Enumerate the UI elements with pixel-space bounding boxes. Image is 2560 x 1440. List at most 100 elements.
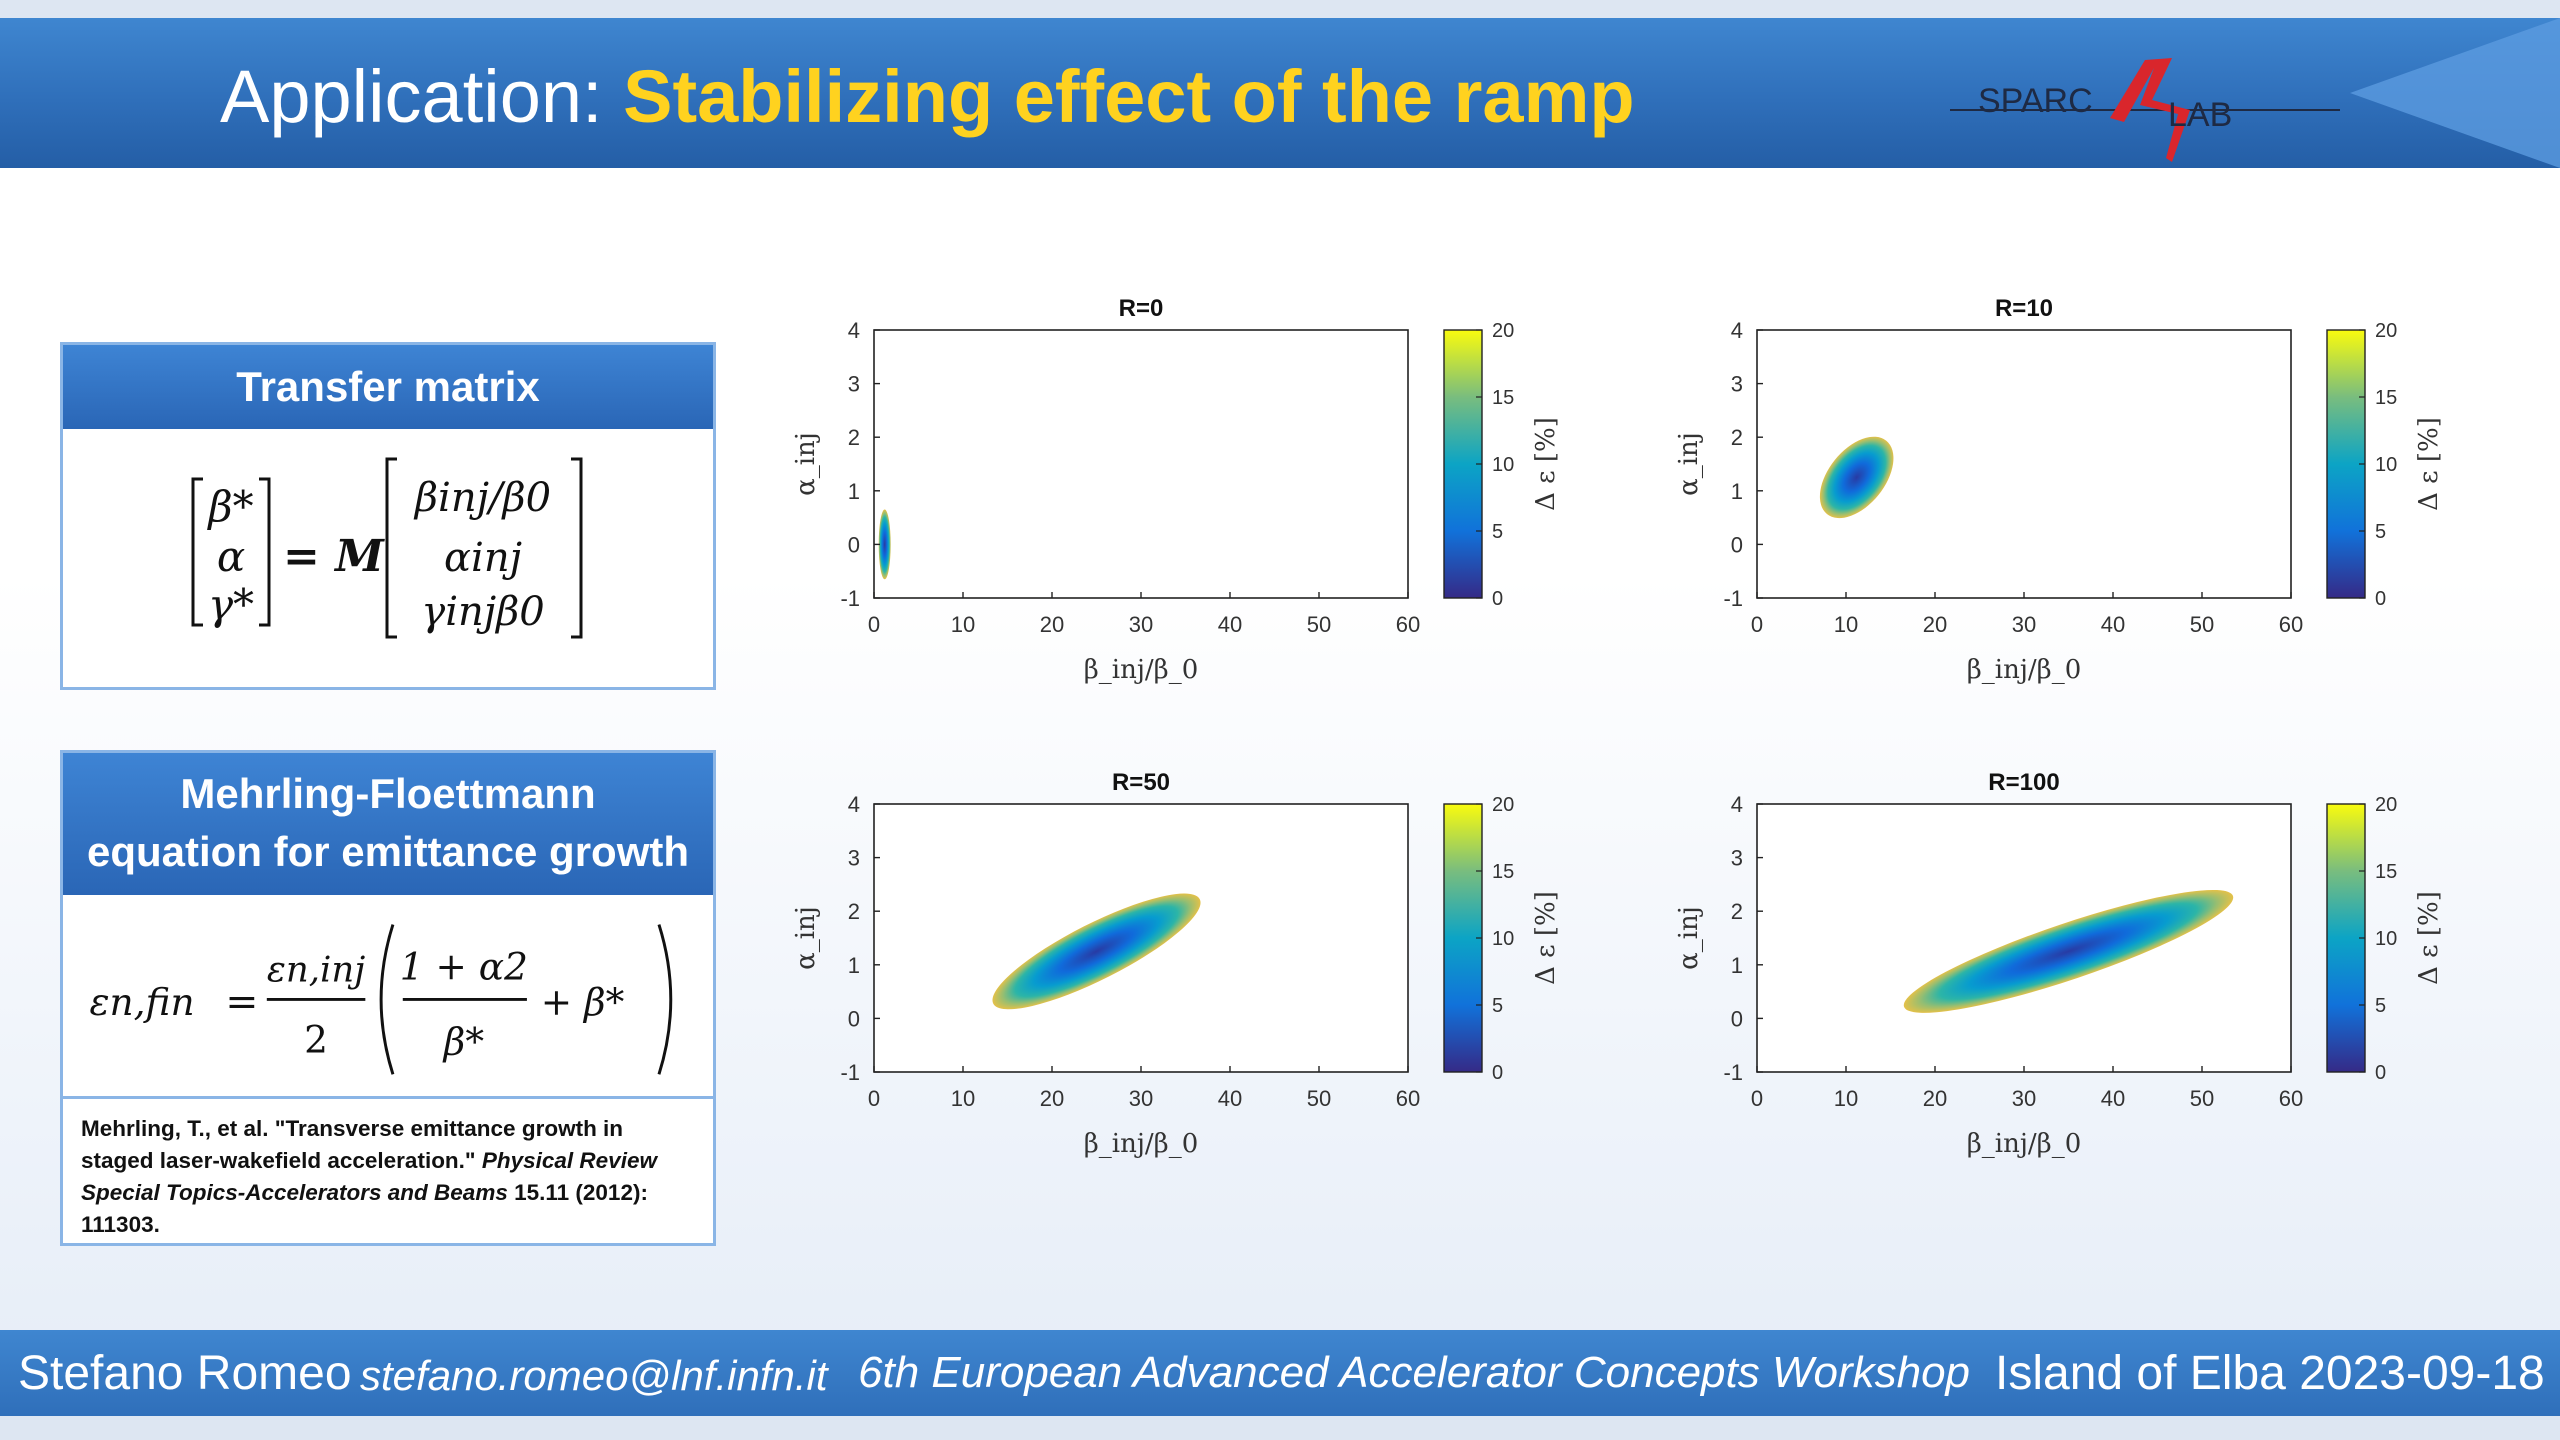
footer-place-date: Island of Elba 2023-09-18 [1995, 1347, 2545, 1400]
colorbar-tick-label: 10 [1492, 454, 1514, 476]
eq-lhs: εn,fin [89, 980, 194, 1024]
colorbar-label: Δ ε [%] [1531, 417, 1561, 511]
colorbar-tick-label: 15 [1492, 387, 1514, 409]
logo-text-sparc: SPARC [1978, 82, 2093, 120]
y-tick-label: 1 [1731, 479, 1743, 504]
x-tick-label: 50 [1307, 1086, 1331, 1111]
slide-footer: Stefano Romeo stefano.romeo@lnf.infn.it … [0, 1330, 2560, 1416]
x-tick-label: 30 [1129, 1086, 1153, 1111]
colorbar-tick-label: 15 [2375, 387, 2397, 409]
colorbar-tick-label: 0 [1492, 1062, 1503, 1084]
colorbar [1443, 803, 1483, 1073]
slide-title: Application: Stabilizing effect of the r… [220, 54, 1635, 140]
colorbar-tick-label: 20 [1492, 794, 1514, 816]
colorbar [1443, 329, 1483, 599]
x-tick-label: 60 [1396, 612, 1420, 637]
x-tick-label: 40 [1218, 612, 1242, 637]
y-axis-label: α_inj [1674, 906, 1704, 970]
colorbar-tick-label: 0 [2375, 588, 2386, 610]
heatmap-chart-r50: 0 10 20 30 40 50 60 -1 0 1 2 3 4 R=50 β_inj/β_0 α_inj 0 5… [791, 769, 1561, 1159]
y-tick-label: 4 [848, 318, 860, 343]
y-axis-label: α_inj [791, 906, 821, 970]
x-tick-label: 60 [1396, 1086, 1420, 1111]
chart-title: R=0 [1119, 295, 1164, 322]
x-axis-label: β_inj/β_0 [1084, 1129, 1199, 1159]
colorbar-tick-label: 15 [2375, 861, 2397, 883]
colorbar-tick-label: 5 [2375, 521, 2386, 543]
y-axis-label: α_inj [791, 432, 821, 496]
rhs-alpha-inj: αinj [444, 535, 522, 581]
top-strip [0, 0, 2560, 18]
x-tick-label: 10 [951, 1086, 975, 1111]
colorbar-tick-label: 20 [1492, 320, 1514, 342]
colorbar-label: Δ ε [%] [2414, 417, 2444, 511]
heatmap-chart-r0: 0 10 20 30 40 50 60 -1 0 1 2 3 4 R=0 β_inj/β_0 α_inj 0 5 1… [791, 295, 1561, 685]
y-tick-label: 1 [848, 953, 860, 978]
y-tick-label: -1 [840, 586, 860, 611]
transfer-matrix-box: Transfer matrix β* α γ* = M βinj/β0 αinj… [60, 342, 716, 690]
logo-text-lab: LAB [2168, 96, 2232, 134]
reference-text: Mehrling, T., et al. "Transverse emittan… [63, 1103, 713, 1241]
y-tick-label: 0 [1731, 1006, 1743, 1031]
x-tick-label: 50 [2190, 612, 2214, 637]
colorbar-tick-label: 10 [2375, 454, 2397, 476]
y-tick-label: 2 [848, 899, 860, 924]
x-tick-label: 50 [1307, 612, 1331, 637]
y-axis-label: α_inj [1674, 432, 1704, 496]
mehrling-floettmann-box: Mehrling-Floettmann equation for emittan… [60, 750, 716, 1246]
mf-title-line2: equation for emittance growth [86, 828, 690, 875]
y-tick-label: 0 [848, 532, 860, 557]
chart-title: R=50 [1112, 769, 1170, 796]
rhs-beta-ratio: βinj/β0 [413, 475, 551, 521]
footer-email[interactable]: stefano.romeo@lnf.infn.it [360, 1352, 828, 1399]
mehrling-floettmann-title: Mehrling-Floettmann equation for emittan… [63, 753, 713, 895]
reference-part2: 15.11 (2012): 111303. [81, 1180, 648, 1237]
colorbar-tick-label: 20 [2375, 794, 2397, 816]
footer-conference: 6th European Advanced Accelerator Concep… [858, 1348, 1971, 1397]
title-main: Stabilizing effect of the ramp [623, 55, 1635, 138]
y-tick-label: 2 [848, 425, 860, 450]
x-axis-label: β_inj/β_0 [1967, 655, 2082, 685]
eq-tail: + β* [541, 980, 625, 1024]
y-tick-label: 3 [848, 846, 860, 871]
x-tick-label: 0 [1751, 1086, 1763, 1111]
y-tick-label: 2 [1731, 899, 1743, 924]
x-tick-label: 50 [2190, 1086, 2214, 1111]
x-tick-label: 0 [868, 612, 880, 637]
eq-frac-num: 1 + α2 [400, 945, 528, 989]
x-tick-label: 40 [1218, 1086, 1242, 1111]
matrix-operator: = M [283, 531, 385, 582]
heatmap-chart-r100: 0 10 20 30 40 50 60 -1 0 1 2 3 4 R=100 β_inj/β_0 α_inj 0… [1674, 769, 2444, 1159]
colorbar-tick-label: 5 [1492, 521, 1503, 543]
y-tick-label: 1 [1731, 953, 1743, 978]
x-tick-label: 20 [1923, 612, 1947, 637]
chart-title: R=100 [1988, 769, 2059, 796]
x-tick-label: 0 [868, 1086, 880, 1111]
x-axis-label: β_inj/β_0 [1967, 1129, 2082, 1159]
x-tick-label: 10 [951, 612, 975, 637]
emittance-region [992, 893, 1201, 1010]
emittance-region [1819, 436, 1894, 519]
colorbar-tick-label: 0 [2375, 1062, 2386, 1084]
footer-author: Stefano Romeo [18, 1347, 352, 1400]
header-wedge-decoration [2350, 18, 2560, 168]
y-tick-label: 3 [848, 372, 860, 397]
lhs-beta-star: β* [206, 482, 253, 531]
x-tick-label: 60 [2279, 1086, 2303, 1111]
y-tick-label: -1 [840, 1060, 860, 1085]
y-tick-label: 3 [1731, 372, 1743, 397]
x-tick-label: 30 [2012, 1086, 2036, 1111]
colorbar-tick-label: 5 [1492, 995, 1503, 1017]
y-tick-label: 2 [1731, 425, 1743, 450]
x-tick-label: 0 [1751, 612, 1763, 637]
x-tick-label: 30 [2012, 612, 2036, 637]
eq-frac-den: β* [442, 1020, 485, 1064]
emittance-ellipse [878, 509, 891, 580]
emittance-growth-equation: εn,fin = εn,inj 2 1 + α2 β* + β* [63, 895, 713, 1099]
x-tick-label: 40 [2101, 612, 2125, 637]
eq-equals: = [225, 979, 258, 1025]
y-tick-label: 4 [1731, 318, 1743, 343]
title-prefix: Application: [220, 55, 624, 138]
colorbar-tick-label: 10 [2375, 928, 2397, 950]
y-tick-label: 3 [1731, 846, 1743, 871]
